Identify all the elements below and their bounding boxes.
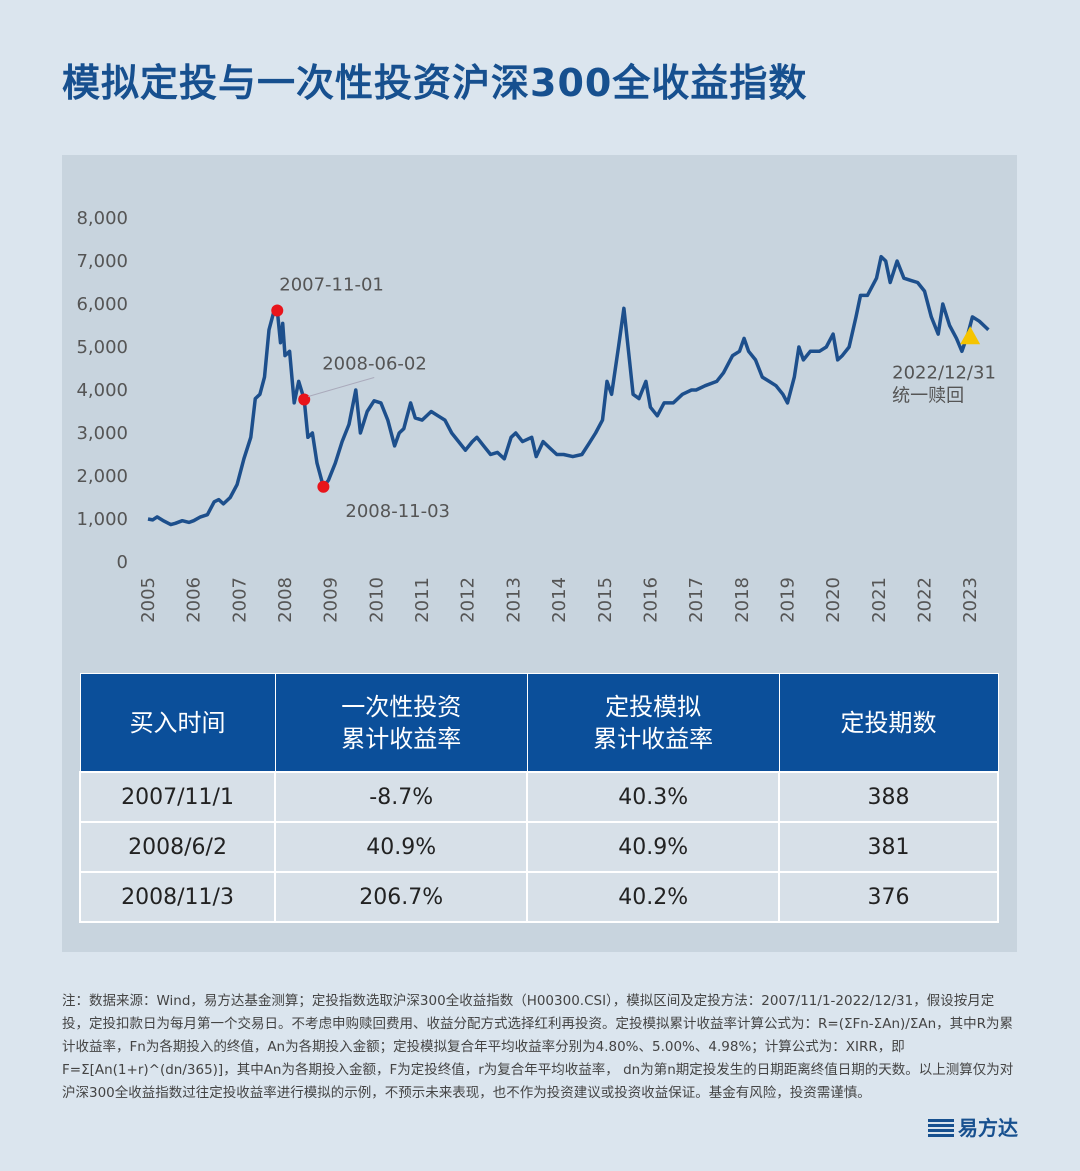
logo-icon [928, 1119, 954, 1137]
x-tick-label: 2013 [503, 577, 524, 623]
x-tick-label: 2012 [458, 577, 479, 623]
title: 模拟定投与一次性投资沪深300全收益指数 [62, 61, 808, 105]
y-tick-label: 7,000 [76, 251, 128, 272]
marker-label: 2008-06-02 [322, 353, 427, 374]
logo: 易方达 [928, 1112, 1018, 1141]
x-tick-label: 2014 [549, 577, 570, 623]
header-line: 买入时间 [129, 708, 226, 737]
y-tick-label: 1,000 [76, 509, 128, 530]
header-line: 一次性投资 [341, 692, 462, 721]
x-tick-label: 2007 [229, 577, 250, 623]
x-tick-label: 2022 [914, 577, 935, 623]
x-tick-label: 2018 [732, 577, 753, 623]
x-tick-label: 2008 [275, 577, 296, 623]
x-tick-label: 2016 [640, 577, 661, 623]
x-tick-label: 2009 [321, 577, 342, 623]
leader-line [308, 376, 375, 397]
y-tick-label: 2,000 [76, 466, 128, 487]
x-tick-label: 2019 [777, 577, 798, 623]
x-tick-label: 2017 [686, 577, 707, 623]
cell: 381 [778, 821, 999, 873]
row: 2007/11/1 -8.7% 40.3% 388 [78, 771, 999, 823]
marker [317, 480, 330, 493]
header-line: 累计收益率 [593, 724, 714, 753]
row: 2008/6/2 40.9% 40.9% 381 [78, 821, 999, 873]
table: 买入时间 一次性投资 累计收益率 定投模拟 累计收益率 定投期数 2007/11/1 -8.7… [78, 673, 999, 923]
header-line: 累计收益率 [341, 724, 462, 753]
logo-text: 易方达 [958, 1116, 1018, 1140]
marker-label: 统一赎回 [892, 385, 964, 406]
marker-label: 2022/12/31 [892, 362, 996, 383]
x-tick-label: 2006 [184, 577, 205, 623]
x-tick-label: 2005 [138, 577, 159, 623]
y-tick-label: 4,000 [76, 380, 128, 401]
y-tick-label: 3,000 [76, 423, 128, 444]
row: 2008/11/3 206.7% 40.2% 376 [78, 871, 999, 923]
cell: 40.9% [274, 821, 529, 873]
marker [298, 393, 311, 406]
marker-label: 2007-11-01 [279, 274, 384, 295]
marker [271, 304, 284, 317]
cell: 40.3% [526, 771, 781, 823]
header-cell: 一次性投资累计收益率 [274, 673, 528, 773]
cell: 388 [778, 771, 999, 823]
cell: 206.7% [274, 871, 529, 923]
x-tick-label: 2020 [823, 577, 844, 623]
header-cell: 定投模拟 累计收益率 [526, 673, 780, 773]
cell: 2007/11/1 [78, 771, 277, 823]
x-tick-label: 2011 [412, 577, 433, 623]
x-tick-label: 2015 [595, 577, 616, 623]
x-tick-label: 2023 [960, 577, 981, 623]
line [147, 254, 990, 527]
cell: -8.7% [274, 771, 529, 823]
header-cell: 定投期数 [778, 673, 999, 773]
marker-label: 2008-11-03 [345, 501, 450, 522]
cell: 2008/11/3 [78, 871, 277, 923]
y-tick-label: 6,000 [76, 294, 128, 315]
header-line: 定投期数 [840, 708, 937, 737]
x-tick-label: 2010 [366, 577, 387, 623]
chart: 0 1,000 2,000 3,000 4,000 5,000 6,000 7,000 8,00… [76, 208, 996, 623]
cell: 40.2% [526, 871, 781, 923]
y-tick-label: 0 [117, 552, 128, 573]
cell: 376 [778, 871, 999, 923]
marker [960, 326, 981, 345]
footnote: 注：数据来源：Wind，易方达基金测算；定投指数选取沪深300全收益指数（H00… [62, 993, 1014, 1101]
header-cell: 买入时间 [79, 673, 276, 773]
y-tick-label: 8,000 [76, 208, 128, 229]
header-line: 定投模拟 [605, 692, 702, 721]
y-tick-label: 5,000 [76, 337, 128, 358]
x-tick-label: 2021 [869, 577, 890, 623]
cell: 2008/6/2 [78, 821, 277, 873]
cell: 40.9% [526, 821, 781, 873]
